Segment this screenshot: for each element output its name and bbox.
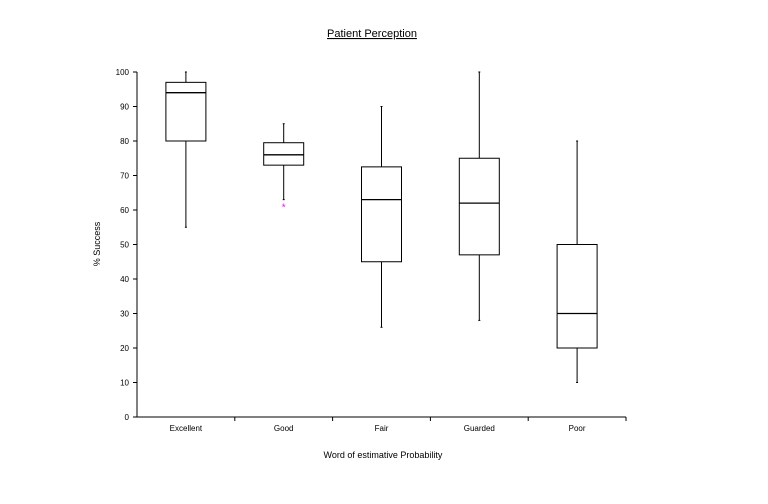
y-tick-label: 80: [120, 137, 129, 146]
y-tick-label: 70: [120, 172, 129, 181]
iqr-box: [263, 142, 305, 166]
iqr-box: [458, 157, 500, 256]
box-guarded: [458, 71, 500, 321]
y-tick-label: 50: [120, 241, 129, 250]
x-axis-label: Word of estimative Probability: [324, 450, 443, 460]
iqr-box: [165, 81, 207, 142]
y-tick-label: 20: [120, 344, 129, 353]
x-category-label: Good: [274, 424, 294, 433]
y-tick-label: 90: [120, 103, 129, 112]
iqr-box: [556, 244, 598, 349]
chart-title: Patient Perception: [327, 28, 417, 40]
y-axis-ticks: 0 10 20 30 40 50 60 70 80 90 100: [116, 68, 137, 422]
y-tick-label: 0: [125, 413, 130, 422]
y-tick-label: 30: [120, 310, 129, 319]
box-excellent: [165, 71, 207, 228]
y-axis-label: % Success: [92, 221, 102, 266]
y-tick-label: 100: [116, 68, 130, 77]
y-tick-label: 10: [120, 379, 129, 388]
y-tick-label: 60: [120, 206, 129, 215]
y-tick-label: 40: [120, 275, 129, 284]
outlier-marker: *: [282, 203, 286, 214]
x-category-label: Fair: [375, 424, 389, 433]
box-fair: [361, 106, 402, 328]
x-category-label: Poor: [569, 424, 586, 433]
x-category-label: Excellent: [170, 424, 203, 433]
x-category-label: Guarded: [464, 424, 495, 433]
box-good: *: [263, 123, 305, 214]
iqr-box: [361, 166, 402, 263]
box-poor: [556, 140, 598, 383]
x-axis-ticks: Excellent Good Fair Guarded Poor: [170, 417, 627, 433]
box-series: *: [165, 71, 598, 383]
